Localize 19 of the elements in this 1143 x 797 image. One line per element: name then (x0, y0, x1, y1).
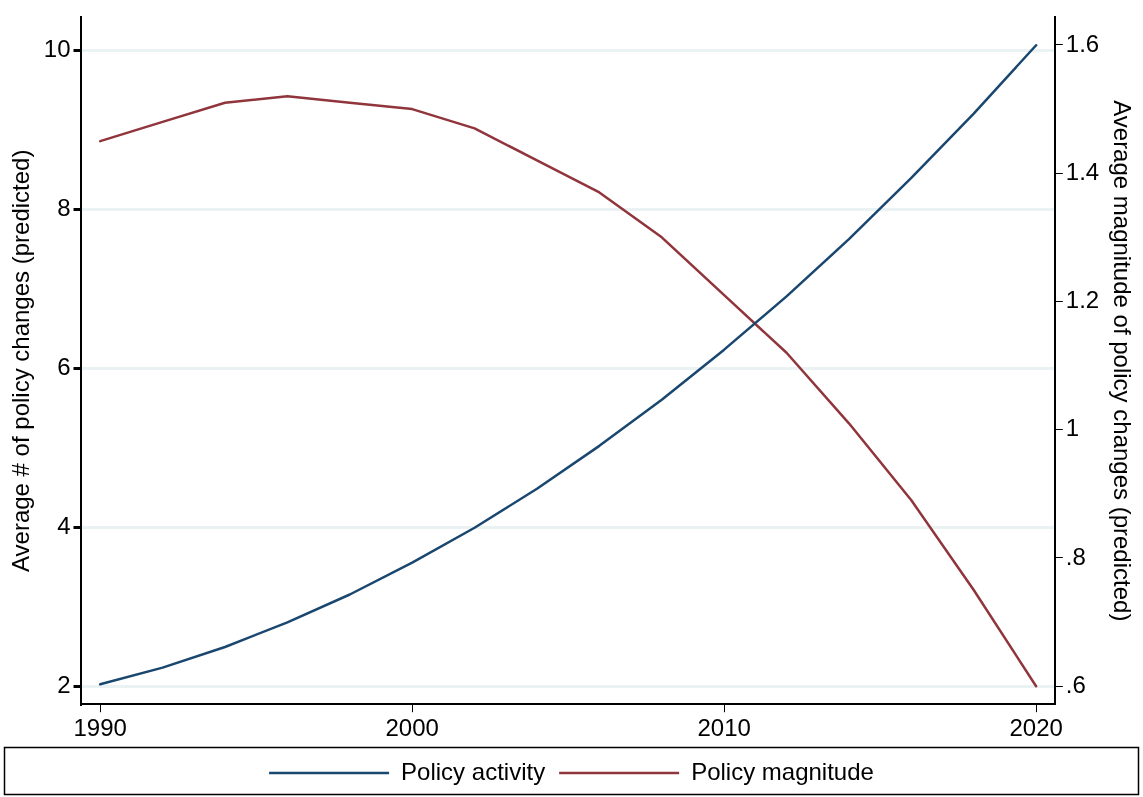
legend-label: Policy activity (401, 757, 546, 785)
x-tick-label: 1990 (73, 714, 127, 742)
y-tick-label: 6 (57, 353, 71, 381)
y2-axis-title: Average magnitude of policy changes (predicted) (1108, 100, 1136, 622)
y2-tick-label: 1.4 (1065, 157, 1100, 185)
x-tick-label: 2010 (697, 714, 751, 742)
y-axis-title: Average # of policy changes (predicted) (7, 149, 35, 573)
legend-label: Policy magnitude (691, 757, 874, 785)
y2-tick-label: 1.2 (1065, 286, 1100, 314)
y2-tick-label: 1 (1065, 414, 1080, 442)
y2-tick-label: .8 (1065, 542, 1086, 570)
x-tick-label: 2020 (1009, 714, 1063, 742)
y2-tick-label: 1.6 (1065, 29, 1100, 57)
x-tick-label: 2000 (385, 714, 439, 742)
y2-tick-label: .6 (1065, 670, 1086, 698)
y-tick-label: 4 (57, 512, 71, 540)
y-tick-label: 10 (43, 35, 71, 63)
y-tick-label: 2 (57, 671, 71, 699)
y-tick-label: 8 (57, 194, 71, 222)
